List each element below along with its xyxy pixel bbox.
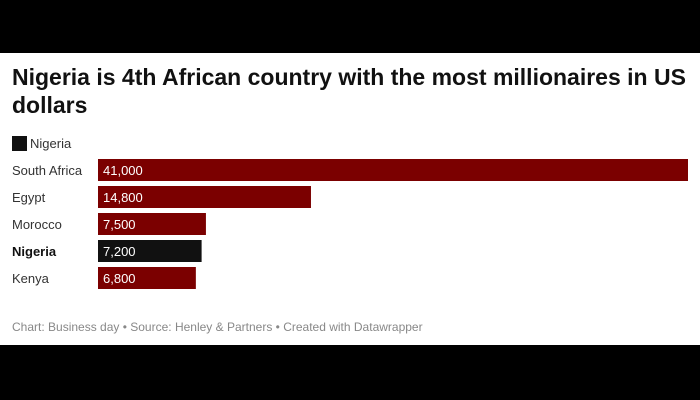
value-label-egypt: 14,800 bbox=[103, 190, 143, 205]
bar-south-africa bbox=[98, 159, 688, 181]
value-label-south-africa: 41,000 bbox=[103, 163, 143, 178]
bar-kenya bbox=[98, 267, 196, 289]
chart-source-note: Chart: Business day • Source: Henley & P… bbox=[12, 320, 423, 334]
bar-row-south-africa: South Africa 41,000 bbox=[12, 159, 688, 181]
chart-card: Nigeria is 4th African country with the … bbox=[0, 53, 700, 345]
legend: Nigeria bbox=[12, 135, 71, 151]
value-label-kenya: 6,800 bbox=[103, 271, 136, 286]
bar-nigeria bbox=[98, 240, 202, 262]
bar-egypt bbox=[98, 186, 311, 208]
bar-row-kenya: Kenya 6,800 bbox=[12, 267, 196, 289]
bar-row-morocco: Morocco 7,500 bbox=[12, 213, 206, 235]
value-label-morocco: 7,500 bbox=[103, 217, 136, 232]
chart-title: Nigeria is 4th African country with the … bbox=[12, 64, 686, 118]
legend-label-nigeria: Nigeria bbox=[30, 135, 72, 151]
legend-swatch-nigeria bbox=[12, 135, 27, 151]
category-label-morocco: Morocco bbox=[12, 217, 62, 232]
bar-row-egypt: Egypt 14,800 bbox=[12, 186, 311, 208]
category-label-egypt: Egypt bbox=[12, 190, 46, 205]
category-label-kenya: Kenya bbox=[12, 271, 50, 286]
bar-morocco bbox=[98, 213, 206, 235]
bar-chart: South Africa 41,000 Egypt 14,800 Morocco 7,50… bbox=[12, 159, 688, 289]
category-label-nigeria: Nigeria bbox=[12, 244, 57, 259]
category-label-south-africa: South Africa bbox=[12, 163, 83, 178]
value-label-nigeria: 7,200 bbox=[103, 244, 136, 259]
bar-row-nigeria: Nigeria 7,200 bbox=[12, 240, 202, 262]
